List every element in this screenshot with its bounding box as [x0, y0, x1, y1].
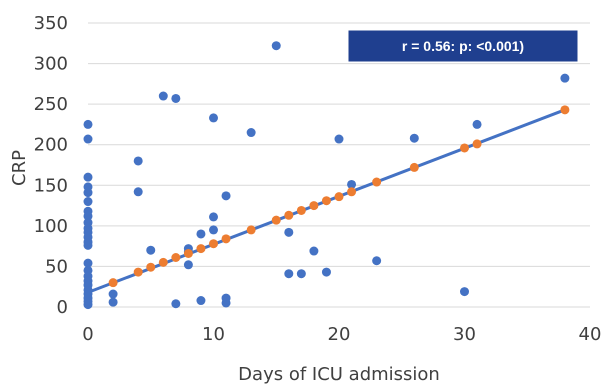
annotation-text: r = 0.56: p: <0.001)	[402, 38, 524, 54]
observed-point-55	[472, 119, 482, 129]
x-tick-20: 20	[328, 324, 351, 345]
observed-point-38	[209, 212, 218, 222]
fitted-point-8	[221, 234, 231, 244]
observed-point-1	[83, 134, 93, 144]
fitted-point-16	[347, 187, 357, 197]
observed-point-0	[83, 119, 93, 129]
fitted-point-6	[196, 244, 206, 254]
observed-point-4	[83, 188, 93, 198]
correlation-annotation: r = 0.56: p: <0.001)	[347, 29, 579, 63]
y-tick-250: 250	[34, 94, 68, 115]
observed-point-30	[171, 93, 181, 103]
observed-point-45	[284, 227, 294, 237]
observed-point-31	[171, 299, 181, 309]
x-tick-30: 30	[453, 324, 476, 345]
observed-point-43	[246, 128, 256, 138]
x-tick-40: 40	[579, 324, 602, 345]
observed-point-56	[560, 73, 570, 83]
observed-point-50	[334, 134, 344, 144]
observed-point-44	[271, 41, 281, 51]
fitted-point-4	[171, 253, 181, 263]
fitted-point-19	[460, 143, 469, 153]
fitted-point-7	[209, 239, 218, 249]
observed-point-2	[83, 172, 93, 182]
fitted-point-20	[472, 139, 482, 149]
fitted-point-9	[246, 225, 256, 235]
observed-point-26	[133, 156, 143, 166]
observed-point-7	[83, 211, 93, 221]
fitted-point-10	[271, 215, 281, 225]
observed-point-46	[284, 269, 294, 279]
fitted-point-5	[183, 248, 193, 258]
observed-point-25	[108, 297, 118, 307]
fitted-point-15	[334, 192, 344, 202]
x-tick-10: 10	[202, 324, 225, 345]
fitted-point-0	[108, 278, 118, 288]
fitted-point-14	[321, 196, 331, 206]
y-tick-350: 350	[34, 13, 68, 34]
fitted-point-13	[309, 201, 319, 211]
observed-point-13	[83, 240, 93, 250]
fitted-point-3	[158, 257, 168, 267]
observed-point-35	[196, 229, 206, 239]
fitted-point-1	[133, 267, 143, 277]
observed-point-14	[83, 258, 93, 268]
y-tick-200: 200	[34, 135, 68, 156]
observed-point-29	[158, 91, 168, 101]
y-tick-labels: 0 50 100 150 200 250 300 350	[34, 13, 68, 318]
y-tick-100: 100	[34, 216, 68, 237]
fitted-point-21	[560, 105, 570, 115]
observed-point-53	[409, 133, 419, 143]
observed-point-37	[209, 113, 218, 123]
observed-point-23	[83, 300, 93, 310]
x-axis-title: Days of ICU admission	[238, 364, 440, 384]
observed-point-42	[221, 298, 231, 308]
observed-point-48	[309, 246, 319, 256]
observed-point-5	[83, 197, 93, 207]
observed-point-40	[221, 191, 231, 201]
annotation-box	[347, 29, 579, 63]
fitted-point-17	[372, 177, 382, 187]
fitted-point-18	[409, 162, 419, 172]
observed-point-51	[347, 179, 357, 189]
observed-point-52	[372, 256, 382, 266]
observed-point-47	[296, 269, 306, 279]
observed-point-49	[321, 267, 331, 277]
observed-point-24	[108, 289, 118, 299]
observed-point-39	[209, 225, 218, 235]
fitted-point-11	[284, 210, 294, 220]
fitted-point-12	[296, 205, 306, 215]
observed-point-54	[460, 287, 469, 297]
observed-point-28	[146, 245, 156, 255]
observed-points	[83, 41, 570, 310]
y-tick-150: 150	[34, 175, 68, 196]
y-axis-title: CRP	[9, 150, 30, 186]
y-tick-0: 0	[57, 297, 68, 318]
y-tick-50: 50	[45, 256, 68, 277]
fitted-points	[108, 105, 570, 288]
x-tick-0: 0	[82, 324, 93, 345]
gridlines	[88, 22, 590, 308]
x-tick-labels: 0 10 20 30 40	[82, 324, 601, 345]
fitted-point-2	[146, 262, 156, 272]
observed-point-34	[183, 260, 193, 270]
y-tick-300: 300	[34, 54, 68, 75]
observed-point-36	[196, 296, 206, 306]
observed-point-27	[133, 187, 143, 197]
